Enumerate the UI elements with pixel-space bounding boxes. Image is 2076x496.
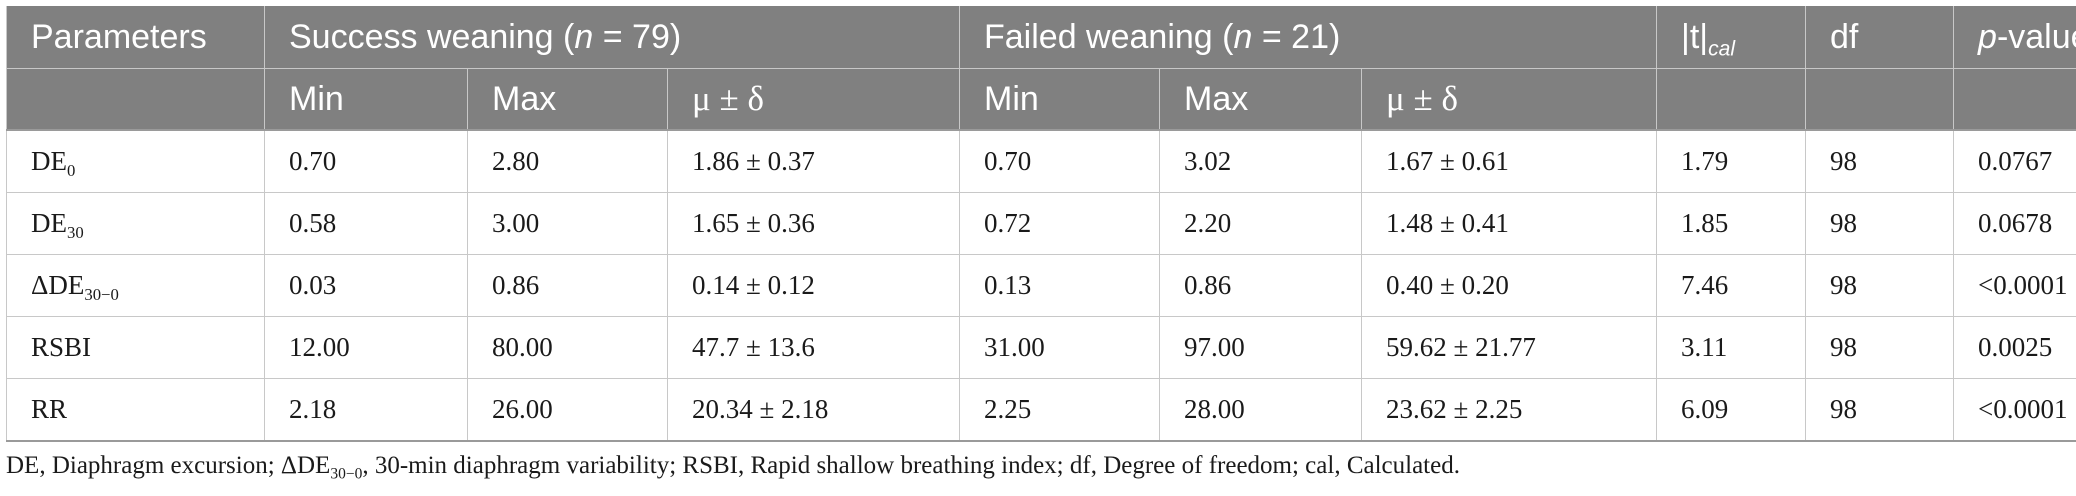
cell-failed-max: 3.02 bbox=[1159, 129, 1362, 193]
cell-success-min: 0.70 bbox=[264, 129, 468, 193]
results-table: Parameters Success weaning (n = 79) Fail… bbox=[6, 6, 2076, 442]
cell-failed-min: 0.13 bbox=[959, 254, 1160, 317]
header-df: df bbox=[1805, 6, 1955, 69]
cell-p-value: 0.0678 bbox=[1953, 192, 2076, 255]
row-parameter: ΔDE30−0 bbox=[6, 254, 265, 317]
header-empty bbox=[1953, 68, 2076, 131]
table-row: ΔDE30−0 0.03 0.86 0.14 ± 0.12 0.13 0.86 … bbox=[6, 254, 2076, 317]
cell-df: 98 bbox=[1805, 378, 1955, 442]
header-empty bbox=[6, 68, 265, 131]
table-footnote: DE, Diaphragm excursion; ΔDE30−0, 30-min… bbox=[6, 452, 1460, 483]
row-parameter: RR bbox=[6, 378, 265, 442]
row-parameter: DE30 bbox=[6, 192, 265, 255]
cell-success-max: 2.80 bbox=[467, 129, 668, 193]
header-t-cal: |t|cal bbox=[1656, 6, 1807, 69]
cell-success-min: 0.03 bbox=[264, 254, 468, 317]
cell-success-max: 0.86 bbox=[467, 254, 668, 317]
cell-failed-max: 0.86 bbox=[1159, 254, 1362, 317]
cell-t-cal: 7.46 bbox=[1656, 254, 1807, 317]
header-success-weaning: Success weaning (n = 79) bbox=[264, 6, 960, 69]
cell-failed-mu: 0.40 ± 0.20 bbox=[1360, 254, 1658, 317]
cell-success-min: 0.58 bbox=[264, 192, 468, 255]
table-row: DE0 0.70 2.80 1.86 ± 0.37 0.70 3.02 1.67… bbox=[6, 129, 2076, 193]
cell-p-value: <0.0001 bbox=[1953, 254, 2076, 317]
header-success-max: Max bbox=[467, 68, 668, 131]
cell-success-min: 2.18 bbox=[264, 378, 468, 442]
header-failed-min: Min bbox=[959, 68, 1160, 131]
cell-success-mu: 1.86 ± 0.37 bbox=[667, 129, 960, 193]
cell-t-cal: 3.11 bbox=[1656, 316, 1807, 379]
cell-df: 98 bbox=[1805, 129, 1955, 193]
row-parameter: DE0 bbox=[6, 129, 265, 193]
cell-t-cal: 1.85 bbox=[1656, 192, 1807, 255]
cell-success-max: 3.00 bbox=[467, 192, 668, 255]
cell-failed-mu: 1.67 ± 0.61 bbox=[1360, 129, 1658, 193]
cell-df: 98 bbox=[1805, 316, 1955, 379]
cell-t-cal: 6.09 bbox=[1656, 378, 1807, 442]
header-empty bbox=[1656, 68, 1807, 131]
cell-failed-mu: 59.62 ± 21.77 bbox=[1360, 316, 1658, 379]
cell-success-mu: 0.14 ± 0.12 bbox=[667, 254, 960, 317]
cell-failed-min: 2.25 bbox=[959, 378, 1160, 442]
header-failed-max: Max bbox=[1159, 68, 1362, 131]
cell-failed-min: 31.00 bbox=[959, 316, 1160, 379]
cell-failed-min: 0.72 bbox=[959, 192, 1160, 255]
cell-failed-max: 28.00 bbox=[1159, 378, 1362, 442]
header-row-1: Parameters Success weaning (n = 79) Fail… bbox=[6, 6, 2076, 69]
cell-success-max: 80.00 bbox=[467, 316, 668, 379]
cell-failed-min: 0.70 bbox=[959, 129, 1160, 193]
header-parameters: Parameters bbox=[6, 6, 265, 69]
cell-failed-max: 97.00 bbox=[1159, 316, 1362, 379]
cell-df: 98 bbox=[1805, 254, 1955, 317]
cell-success-max: 26.00 bbox=[467, 378, 668, 442]
cell-df: 98 bbox=[1805, 192, 1955, 255]
cell-failed-mu: 1.48 ± 0.41 bbox=[1360, 192, 1658, 255]
cell-p-value: 0.0767 bbox=[1953, 129, 2076, 193]
row-parameter: RSBI bbox=[6, 316, 265, 379]
cell-p-value: 0.0025 bbox=[1953, 316, 2076, 379]
cell-failed-mu: 23.62 ± 2.25 bbox=[1360, 378, 1658, 442]
header-failed-mu: μ ± δ bbox=[1360, 68, 1658, 131]
header-empty bbox=[1805, 68, 1955, 131]
table-row: RR 2.18 26.00 20.34 ± 2.18 2.25 28.00 23… bbox=[6, 378, 2076, 442]
cell-t-cal: 1.79 bbox=[1656, 129, 1807, 193]
cell-success-min: 12.00 bbox=[264, 316, 468, 379]
cell-success-mu: 47.7 ± 13.6 bbox=[667, 316, 960, 379]
cell-failed-max: 2.20 bbox=[1159, 192, 1362, 255]
table-row: RSBI 12.00 80.00 47.7 ± 13.6 31.00 97.00… bbox=[6, 316, 2076, 379]
header-p-value: p-value bbox=[1953, 6, 2076, 69]
cell-p-value: <0.0001 bbox=[1953, 378, 2076, 442]
cell-success-mu: 20.34 ± 2.18 bbox=[667, 378, 960, 442]
header-success-mu: μ ± δ bbox=[667, 68, 960, 131]
table-row: DE30 0.58 3.00 1.65 ± 0.36 0.72 2.20 1.4… bbox=[6, 192, 2076, 255]
header-success-min: Min bbox=[264, 68, 468, 131]
cell-success-mu: 1.65 ± 0.36 bbox=[667, 192, 960, 255]
header-row-2: Min Max μ ± δ Min Max μ ± δ bbox=[6, 68, 2076, 131]
header-failed-weaning: Failed weaning (n = 21) bbox=[958, 6, 1658, 69]
